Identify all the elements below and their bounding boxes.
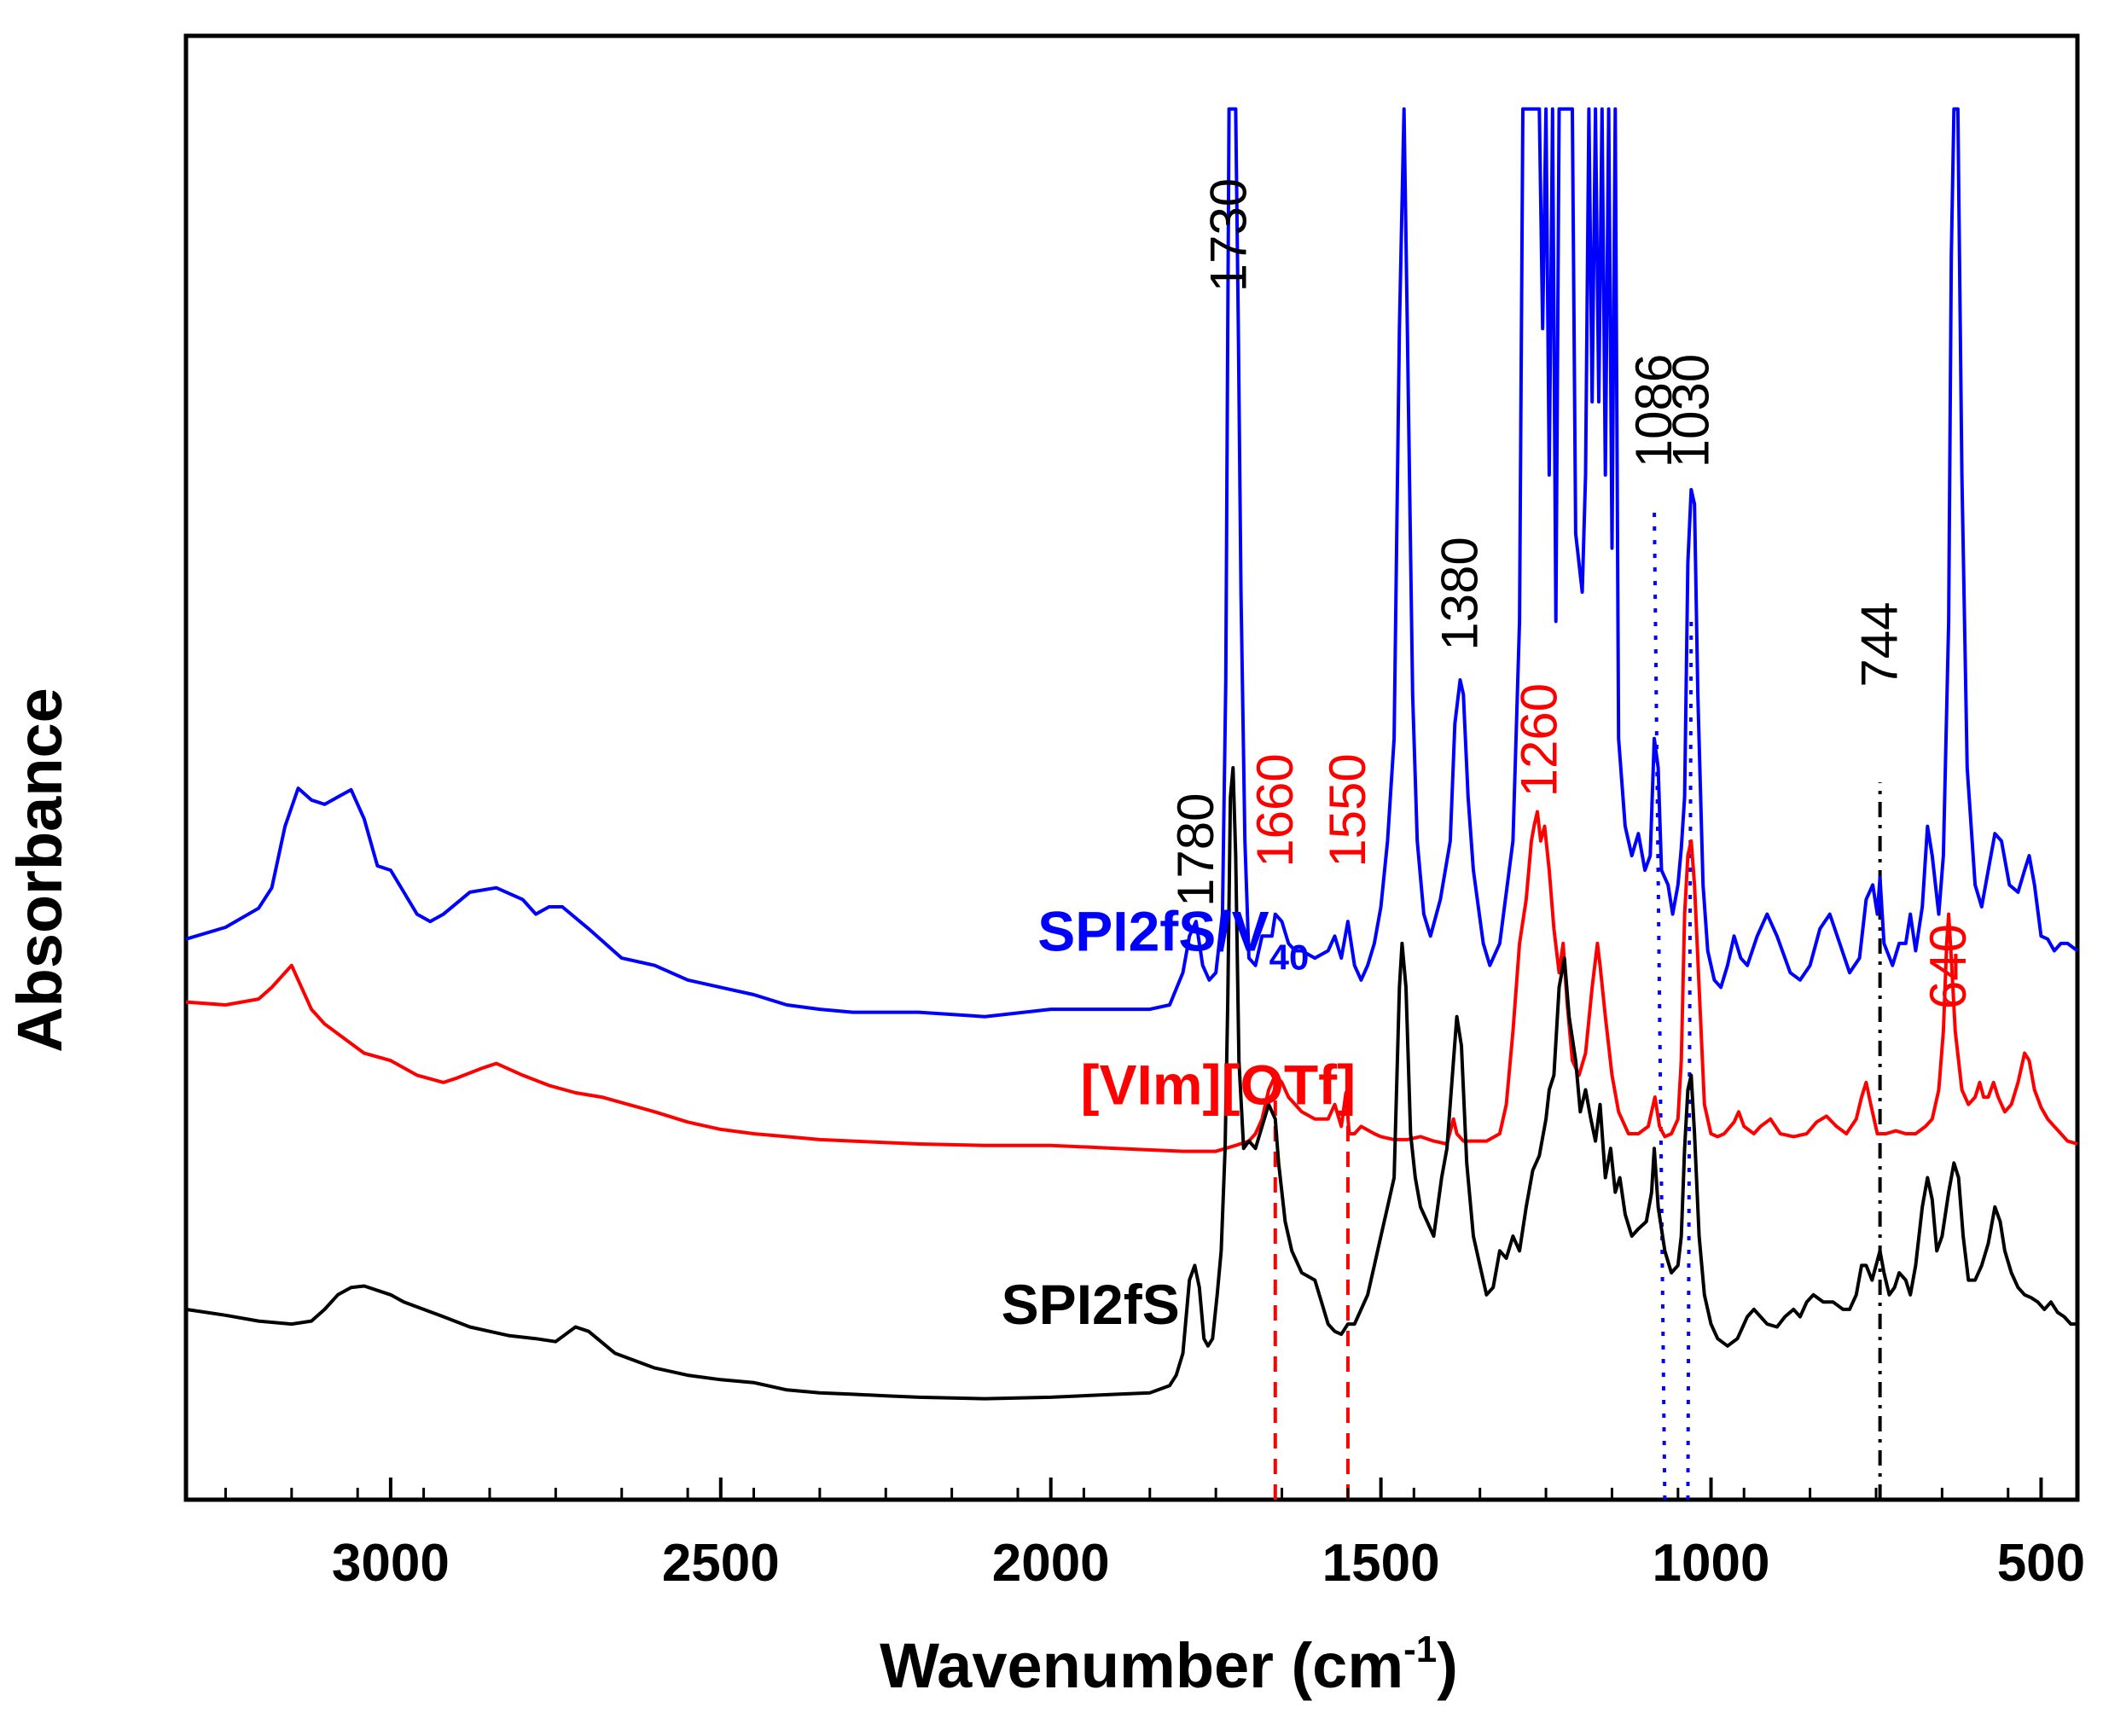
x-axis-label-close: ) <box>1437 1630 1458 1701</box>
reference-line-1030 <box>1686 621 1693 1501</box>
series-layer <box>185 107 2079 1401</box>
x-axis-label-main: Wavenumber (cm <box>880 1630 1403 1701</box>
x-tick-label: 1000 <box>1653 1534 1770 1593</box>
x-tick-label: 3000 <box>332 1534 450 1593</box>
series-label-text: SPI2fS <box>1002 1273 1180 1336</box>
x-axis-ticks <box>224 1478 2043 1500</box>
series-label-subscript: 40 <box>1269 938 1310 978</box>
peak-label-1030: 1030 <box>1662 354 1719 467</box>
peak-label-1086: 1086 <box>1625 354 1682 467</box>
x-axis-label-superscript: -1 <box>1403 1629 1437 1670</box>
peak-label-1260: 1260 <box>1510 683 1567 797</box>
x-tick-label: 1500 <box>1322 1534 1440 1593</box>
x-tick-label: 500 <box>1997 1534 2085 1593</box>
peak-label-744: 744 <box>1851 602 1908 688</box>
series-line-spi2fs-v40 <box>185 107 2079 1019</box>
y-axis-label: Absorbance <box>4 688 75 1053</box>
series-label-vimotf: [VIm][OTf] <box>1081 1054 1356 1117</box>
series-label-text: SPI2fS/V <box>1037 900 1269 963</box>
peak-label-640: 640 <box>1920 924 1977 1009</box>
peak-label-1660: 1660 <box>1246 753 1304 867</box>
series-label-spi2fsv: SPI2fS/V40 <box>1037 900 1309 978</box>
series-label-spi2fs: SPI2fS <box>1002 1273 1180 1336</box>
peak-label-1780: 1780 <box>1167 793 1224 907</box>
peak-label-1730: 1730 <box>1200 178 1258 292</box>
reference-lines <box>1273 504 1882 1501</box>
series-line-spi2fs <box>185 766 2077 1401</box>
x-axis-label: Wavenumber (cm-1) <box>880 1629 1458 1701</box>
x-axis-tick-labels: 3000 2500 2000 1500 1000 500 <box>332 1534 2085 1593</box>
x-tick-label: 2500 <box>662 1534 780 1593</box>
series-label-text: [VIm][OTf] <box>1081 1054 1356 1117</box>
reference-line-1086 <box>1652 504 1667 1501</box>
peak-label-1380: 1380 <box>1431 537 1488 650</box>
x-tick-label: 2000 <box>992 1534 1110 1593</box>
plot-frame <box>183 33 2080 1502</box>
peak-label-1550: 1550 <box>1319 753 1376 867</box>
series-labels: SPI2fS/V40 [VIm][OTf] SPI2fS <box>1002 900 1356 1337</box>
